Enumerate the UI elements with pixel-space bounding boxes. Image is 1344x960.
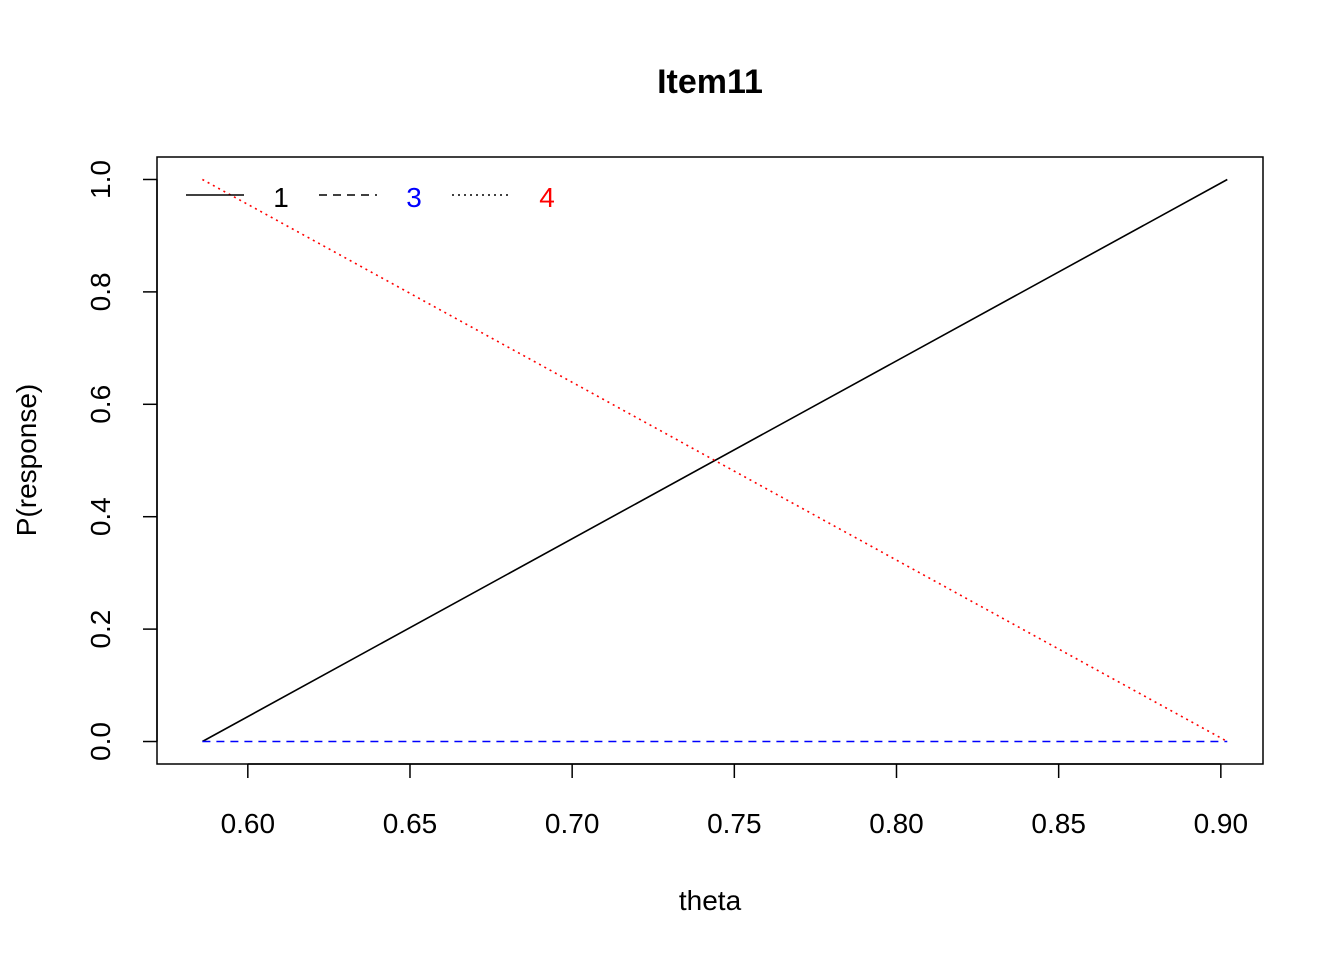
legend-label-3: 3: [406, 182, 422, 213]
y-tick-label: 1.0: [85, 160, 116, 199]
y-tick-label: 0.0: [85, 722, 116, 761]
y-tick-label: 0.4: [85, 497, 116, 536]
x-tick-label: 0.80: [869, 808, 924, 839]
legend-label-4: 4: [539, 182, 555, 213]
x-tick-label: 0.75: [707, 808, 762, 839]
plot-box: [156, 156, 1264, 765]
legend-label-1: 1: [273, 182, 289, 213]
y-axis: 0.0 0.2 0.4 0.6 0.8 1.0: [85, 160, 158, 761]
x-axis-label: theta: [679, 885, 742, 916]
x-axis: 0.60 0.65 0.70 0.75 0.80 0.85 0.90: [221, 763, 1249, 839]
legend: 1 3 4: [186, 182, 555, 213]
y-tick-label: 0.8: [85, 272, 116, 311]
chart-title: Item11: [657, 63, 763, 101]
x-tick-label: 0.90: [1194, 808, 1249, 839]
series-layer: [202, 178, 1228, 743]
x-tick-label: 0.65: [383, 808, 438, 839]
x-tick-label: 0.60: [221, 808, 276, 839]
y-tick-label: 0.6: [85, 385, 116, 424]
x-tick-label: 0.70: [545, 808, 600, 839]
y-axis-label: P(response): [11, 384, 42, 537]
series-line-1: [202, 178, 1228, 743]
x-tick-label: 0.85: [1031, 808, 1086, 839]
y-tick-label: 0.2: [85, 610, 116, 649]
